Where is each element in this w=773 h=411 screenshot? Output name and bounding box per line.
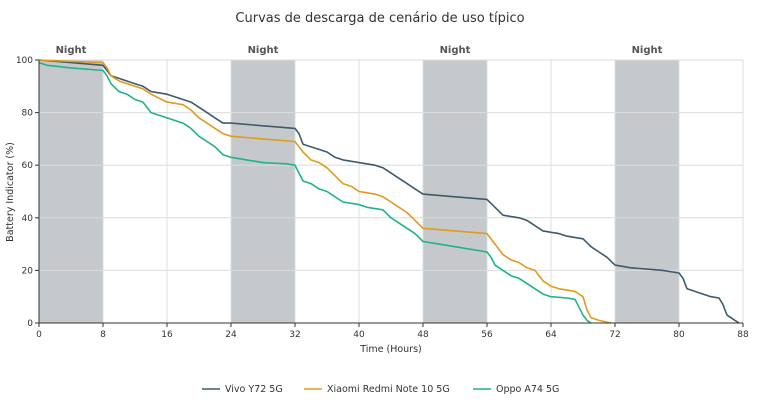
night-band-label-3: Night	[632, 45, 663, 56]
chart-title: Curvas de descarga de cenário de uso típ…	[235, 11, 524, 26]
y-tick-label-3: 60	[22, 161, 34, 171]
night-band-3	[615, 60, 679, 323]
axes	[38, 60, 743, 324]
series-lines	[38, 59, 740, 324]
x-tick-label-11: 88	[737, 330, 749, 340]
legend-label-2: Oppo A74 5G	[496, 384, 559, 395]
x-tick-label-1: 8	[100, 330, 106, 340]
x-tick-label-0: 0	[36, 330, 42, 340]
night-band-1	[231, 60, 295, 323]
legend-label-0: Vivo Y72 5G	[225, 384, 283, 395]
x-axis-label: Time (Hours)	[359, 344, 422, 355]
y-tick-label-4: 80	[22, 109, 34, 119]
x-tick-label-2: 16	[161, 330, 173, 340]
legend: Vivo Y72 5G Xiaomi Redmi Note 10 5G Oppo A…	[202, 384, 559, 395]
night-bands: Night Night Night Night	[39, 45, 679, 323]
y-tick-label-2: 40	[22, 214, 34, 224]
series-line-1	[38, 59, 612, 324]
legend-label-1: Xiaomi Redmi Note 10 5G	[327, 384, 450, 395]
x-tick-labels: 0 8 16 24 32 40 48 56 64 72 80 88	[36, 323, 749, 340]
night-band-label-0: Night	[56, 45, 87, 56]
x-tick-label-9: 72	[609, 330, 620, 340]
night-band-label-1: Night	[248, 45, 279, 56]
series-line-2	[38, 61, 592, 324]
y-axis-label: Battery Indicator (%)	[5, 142, 16, 242]
x-tick-label-6: 48	[417, 330, 429, 340]
x-tick-label-8: 64	[545, 330, 557, 340]
y-tick-labels: 0 20 40 60 80 100	[16, 56, 39, 329]
x-tick-label-5: 40	[353, 330, 365, 340]
x-tick-label-4: 32	[289, 330, 300, 340]
x-tick-label-7: 56	[481, 330, 493, 340]
y-tick-label-0: 0	[27, 319, 33, 329]
night-band-0	[39, 60, 103, 323]
night-band-label-2: Night	[440, 45, 471, 56]
x-tick-label-3: 24	[225, 330, 237, 340]
x-tick-label-10: 80	[673, 330, 685, 340]
series-line-0	[38, 59, 740, 324]
y-tick-label-5: 100	[16, 56, 33, 66]
night-band-2	[423, 60, 487, 323]
y-tick-label-1: 20	[22, 266, 34, 276]
